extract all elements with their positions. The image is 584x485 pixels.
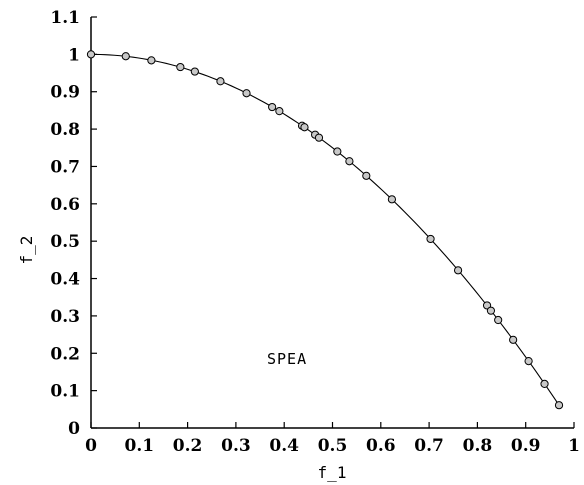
y-tick-label: 0.5 bbox=[50, 232, 80, 252]
data-point bbox=[86, 50, 96, 59]
x-tick-label: 0.5 bbox=[318, 436, 348, 456]
data-point bbox=[494, 315, 503, 325]
data-point bbox=[426, 234, 435, 244]
data-point bbox=[147, 56, 156, 65]
x-axis-title: f_1 bbox=[318, 463, 347, 482]
data-point bbox=[300, 123, 309, 132]
data-point bbox=[362, 171, 371, 180]
x-tick-label: 1 bbox=[568, 436, 580, 456]
x-tick-label: 0.9 bbox=[511, 436, 541, 456]
data-points bbox=[86, 50, 564, 410]
y-tick-label: 1.1 bbox=[50, 8, 80, 28]
y-tick-label: 0.7 bbox=[50, 157, 80, 177]
x-tick-label: 0.4 bbox=[269, 436, 299, 456]
y-tick-label: 0 bbox=[68, 419, 80, 439]
x-tick-label: 0.1 bbox=[125, 436, 155, 456]
data-point bbox=[540, 379, 549, 389]
data-point bbox=[190, 67, 199, 76]
y-tick-label: 0.2 bbox=[50, 344, 80, 364]
pareto-front-curve bbox=[90, 53, 560, 406]
data-point bbox=[121, 52, 130, 61]
y-axis-title: f_2 bbox=[17, 236, 36, 265]
data-point bbox=[554, 401, 564, 410]
y-ticks: 0 0.1 0.2 0.3 0.4 0.5 0.6 0.7 0.8 0.9 1 1.1 bbox=[50, 8, 97, 439]
x-tick-label: 0.8 bbox=[463, 436, 493, 456]
y-tick-label: 1 bbox=[68, 45, 80, 65]
x-tick-label: 0.7 bbox=[414, 436, 444, 456]
data-point bbox=[275, 107, 284, 116]
data-point bbox=[176, 62, 185, 72]
data-point bbox=[486, 306, 496, 315]
x-tick-label: 0.2 bbox=[173, 436, 203, 456]
x-tick-label: 0.6 bbox=[366, 436, 396, 456]
x-tick-label: 0 bbox=[85, 436, 97, 456]
axes bbox=[90, 17, 574, 429]
y-tick-label: 0.8 bbox=[50, 120, 80, 140]
data-point bbox=[387, 195, 397, 204]
y-tick-label: 0.4 bbox=[50, 270, 80, 290]
data-point bbox=[345, 157, 354, 166]
y-tick-label: 0.1 bbox=[50, 382, 80, 402]
chart-annotation: SPEA bbox=[267, 350, 307, 368]
data-point bbox=[314, 133, 324, 142]
data-point bbox=[268, 102, 277, 112]
data-point bbox=[242, 89, 251, 98]
y-tick-label: 0.6 bbox=[50, 195, 80, 215]
y-tick-label: 0.9 bbox=[50, 83, 80, 103]
data-point bbox=[216, 77, 225, 86]
y-tick-label: 0.3 bbox=[50, 307, 80, 327]
data-point bbox=[453, 266, 463, 275]
data-point bbox=[333, 147, 342, 156]
x-tick-label: 0.3 bbox=[221, 436, 251, 456]
x-ticks: 0 0.1 0.2 0.3 0.4 0.5 0.6 0.7 0.8 0.9 1 bbox=[85, 422, 580, 456]
data-point bbox=[524, 357, 533, 366]
data-point bbox=[509, 335, 518, 344]
